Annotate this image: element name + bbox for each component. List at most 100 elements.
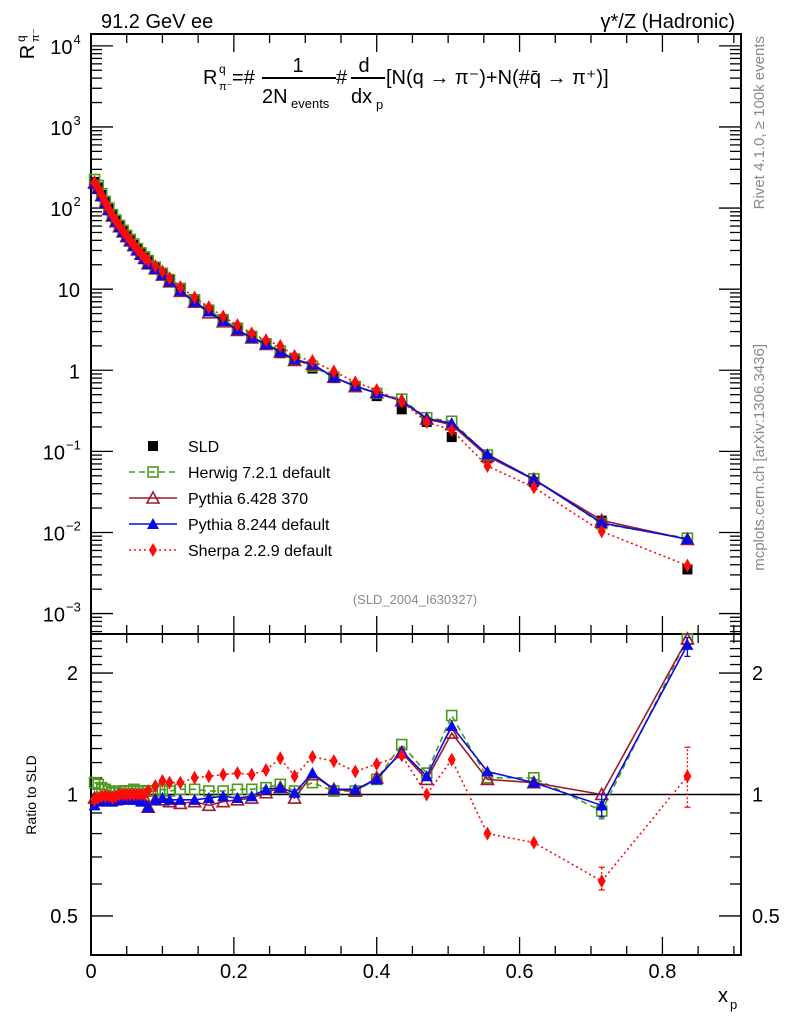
pythia8-point — [681, 533, 694, 545]
ratio-ytick-label-right: 1 — [752, 785, 763, 807]
main-ytick-label-exp: −2 — [66, 518, 81, 533]
pythia8-ratio-point — [595, 799, 608, 811]
legend-marker — [147, 466, 159, 478]
main-ytick-label: 10 −1 — [43, 437, 81, 464]
pythia8-ratio-point — [245, 790, 258, 802]
pythia6-ratio-point — [480, 771, 495, 786]
main-ytick-label-base: 10 — [50, 199, 72, 221]
main-ytick-label-text: 1 — [69, 361, 80, 383]
pythia8-ratio-point — [174, 793, 187, 805]
sherpa-ratio-point — [683, 769, 692, 784]
ratio-ytick-label: 2 — [67, 663, 78, 685]
series-sherpa — [90, 175, 692, 573]
main-ytick-label: 10 — [58, 280, 80, 302]
formula-d-den-sub: p — [376, 97, 383, 112]
pythia8-ratio-point — [306, 767, 319, 779]
sherpa-point — [190, 290, 199, 305]
sld-point — [396, 404, 407, 415]
sherpa-point — [372, 383, 381, 398]
herwig-ratio-point — [445, 709, 458, 722]
main-ytick-label-exp: −1 — [66, 437, 81, 452]
herwig-ratio-line — [94, 638, 689, 813]
legend-label: SLD — [188, 439, 219, 456]
sherpa-ratio-point — [158, 774, 167, 789]
pythia8-ratio-point — [288, 786, 301, 798]
sherpa-point — [597, 524, 606, 539]
legend-marker — [148, 441, 158, 451]
sherpa-ratio-point — [219, 767, 228, 782]
x-tick-label: 0.4 — [363, 961, 391, 983]
sherpa-point — [219, 309, 228, 324]
sherpa-point — [204, 300, 213, 315]
pythia8-ratio-point — [349, 783, 362, 795]
legend-label: Sherpa 2.2.9 default — [188, 543, 333, 560]
pythia8-ratio-point — [156, 792, 169, 804]
formula-d-num: d — [358, 55, 369, 77]
sherpa-point — [308, 354, 317, 369]
formula-den: 2N — [262, 86, 288, 108]
sherpa-ratio-point — [351, 764, 360, 779]
sherpa-ratio-point — [204, 769, 213, 784]
legend-label: Pythia 8.244 default — [188, 517, 330, 534]
sherpa-point — [397, 394, 406, 409]
pythia8-ratio-point — [681, 638, 694, 650]
formula: R q π⁻ =# 1 2N events # d dx p [N(q → π⁻… — [203, 55, 609, 112]
pythia8-ratio-point — [370, 773, 383, 785]
legend-entry-sherpa: Sherpa 2.2.9 default — [129, 543, 333, 560]
pythia8-point — [445, 417, 458, 429]
series-herwig — [88, 173, 694, 544]
legend-entry-herwig: Herwig 7.2.1 default — [129, 465, 331, 482]
ratio-ylabel: Ratio to SLD — [23, 755, 39, 834]
sherpa-ratio-point — [308, 749, 317, 764]
header-left-title: 91.2 GeV ee — [101, 11, 213, 33]
pythia8-ratio-point — [231, 792, 244, 804]
pythia8-ratio-point — [142, 801, 155, 813]
main-data — [87, 173, 695, 575]
x-axis-label-x: x — [718, 985, 728, 1007]
legend-marker — [145, 490, 161, 504]
sherpa-point — [290, 348, 299, 363]
sherpa-point — [144, 253, 153, 268]
pythia8-ratio-point — [217, 790, 230, 802]
sherpa-ratio-point — [247, 767, 256, 782]
sherpa-point — [165, 271, 174, 286]
sherpa-point — [247, 326, 256, 341]
sherpa-point — [329, 364, 338, 379]
formula-hash2: # — [336, 67, 348, 89]
formula-lhs-sup: q — [219, 62, 226, 76]
main-ytick-label-exp: −3 — [66, 600, 81, 615]
pythia6-ratio-point — [201, 797, 217, 812]
sherpa-point — [683, 558, 692, 573]
sherpa-ratio-point — [329, 754, 338, 769]
sherpa-ratio-point — [176, 775, 185, 790]
x-tick-label: 0.8 — [649, 961, 677, 983]
rivet-label: Rivet 4.1.0, ≥ 100k events — [751, 36, 768, 209]
legend-label: Pythia 6.428 370 — [188, 491, 308, 508]
pythia8-ratio-point — [445, 719, 458, 731]
main-ytick-label-exp: 2 — [74, 194, 81, 209]
main-ytick-label: 1 — [69, 361, 80, 383]
sherpa-point — [447, 423, 456, 438]
main-ylabel-sub: π⁻ — [30, 28, 42, 42]
sherpa-point — [151, 259, 160, 274]
main-ytick-label: 10 4 — [50, 32, 80, 59]
main-ytick-label: 10 2 — [50, 194, 80, 221]
formula-lhs: R — [203, 67, 217, 89]
sherpa-ratio-point — [447, 752, 456, 767]
main-ytick-label: 10 3 — [50, 113, 80, 140]
legend: SLD Herwig 7.2.1 default Pythia 6.428 370 P… — [129, 439, 333, 560]
formula-d-den: dx — [351, 86, 372, 108]
pythia8-point — [481, 448, 494, 460]
formula-num: 1 — [292, 55, 303, 77]
ratio-ytick-label-right: 2 — [752, 663, 763, 685]
pythia8-ratio-point — [481, 765, 494, 777]
pythia8-ratio-point — [274, 781, 287, 793]
main-ytick-label: 10 −2 — [43, 518, 81, 545]
sherpa-point — [529, 480, 538, 495]
sherpa-ratio-point — [165, 775, 174, 790]
sherpa-point — [276, 338, 285, 353]
pythia8-ratio-point — [420, 770, 433, 782]
sld-point — [446, 432, 457, 443]
pythia8-point — [595, 516, 608, 528]
